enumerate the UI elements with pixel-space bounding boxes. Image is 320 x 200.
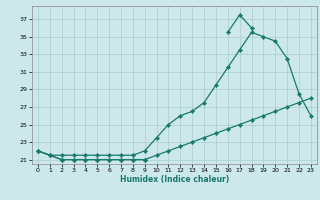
X-axis label: Humidex (Indice chaleur): Humidex (Indice chaleur) — [120, 175, 229, 184]
